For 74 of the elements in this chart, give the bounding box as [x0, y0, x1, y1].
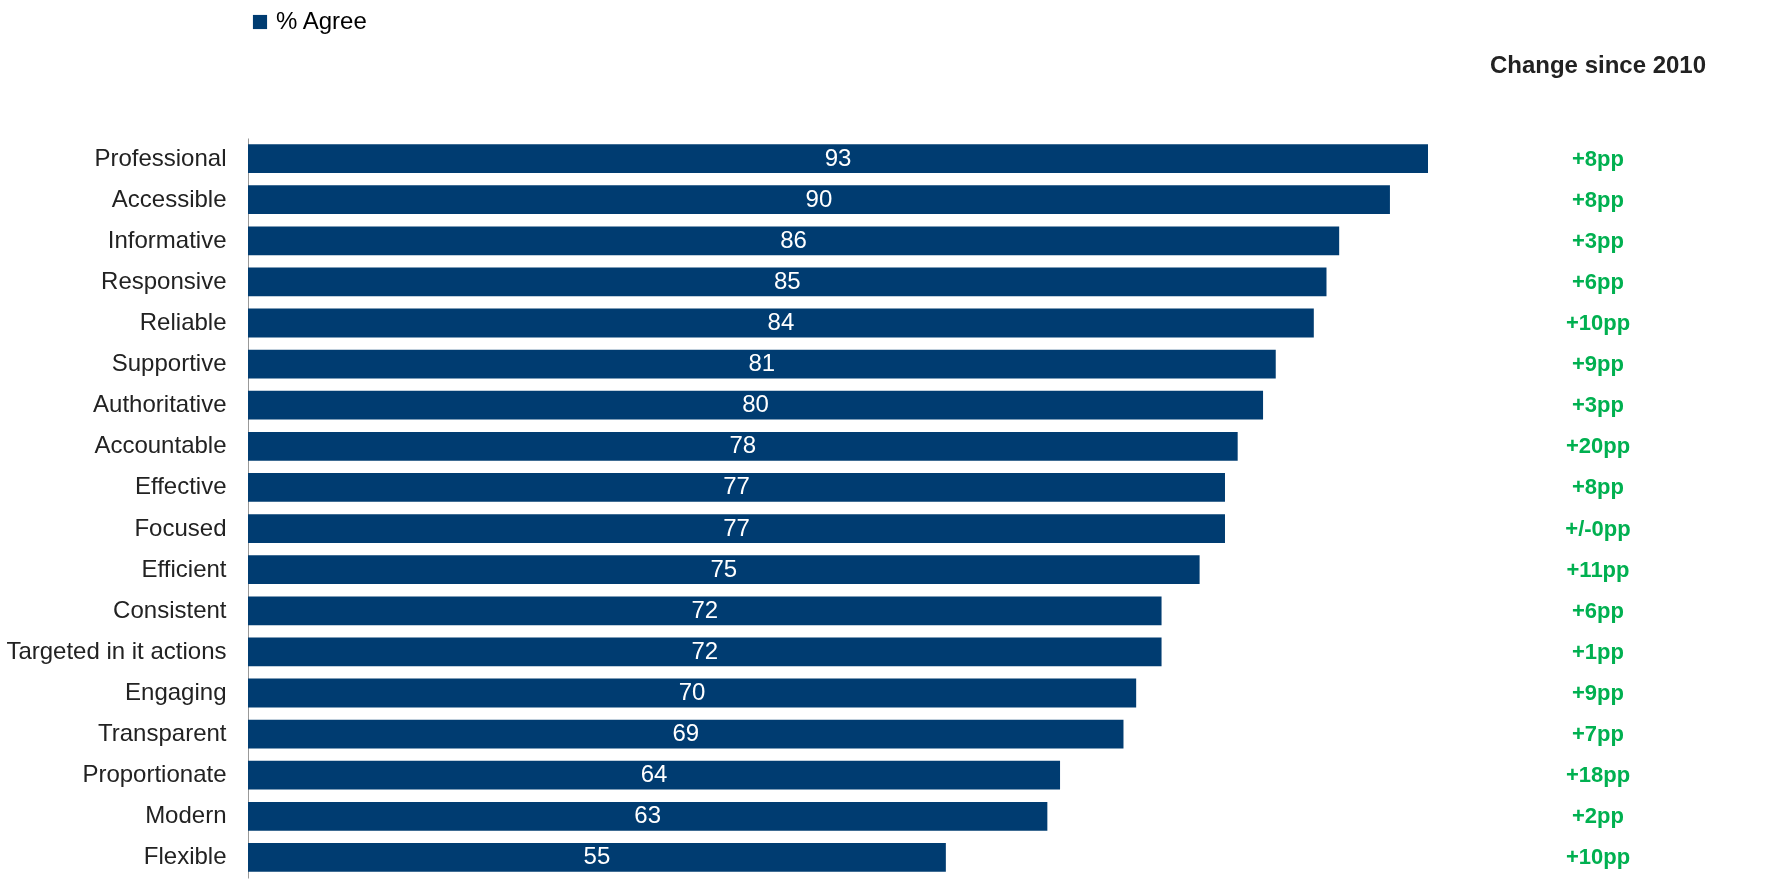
text: +20pp: [1565, 433, 1631, 459]
data-label: 72: [691, 595, 719, 623]
bar: [248, 390, 1264, 420]
text: +8pp: [1572, 186, 1624, 212]
y-tick-label: Responsive: [101, 266, 227, 294]
text: +3pp: [1572, 227, 1624, 253]
y-tick-label: Transparent: [97, 719, 227, 747]
bar: [248, 431, 1238, 461]
bar: [248, 185, 1390, 215]
bar: [248, 349, 1276, 379]
data-label: 69: [672, 719, 700, 747]
y-tick-label: Effective: [134, 472, 227, 500]
text: +/-0pp: [1565, 515, 1631, 541]
bar: [248, 843, 946, 872]
bar: [248, 555, 1200, 585]
bar: [248, 473, 1225, 502]
data-label: 93: [824, 143, 852, 171]
y-tick-label: Targeted in it actions: [6, 636, 227, 664]
y-tick-label: Reliable: [139, 308, 227, 335]
data-label: 75: [710, 554, 738, 582]
y-tick-label: Modern: [145, 801, 227, 829]
data-label: 78: [729, 431, 757, 459]
y-tick-label: Flexible: [143, 842, 227, 870]
text: +8pp: [1572, 474, 1624, 500]
text: +7pp: [1572, 721, 1624, 747]
text: +10pp: [1565, 844, 1631, 870]
bar: [248, 596, 1162, 626]
text: +10pp: [1565, 310, 1631, 335]
text: +18pp: [1565, 762, 1631, 788]
bar: [248, 308, 1314, 338]
text: +11pp: [1566, 556, 1630, 582]
data-label: 90: [805, 184, 833, 212]
data-label: 63: [634, 801, 662, 829]
text: +1pp: [1572, 638, 1624, 664]
bar: [248, 267, 1327, 297]
bar: [248, 514, 1225, 543]
data-label: 80: [742, 390, 769, 418]
data-label: 81: [748, 349, 776, 377]
data-label: 64: [640, 760, 668, 788]
data-label: 84: [767, 308, 795, 335]
y-tick-label: Consistent: [113, 595, 227, 623]
y-tick-label: Professional: [94, 143, 227, 171]
y-tick-label: Engaging: [125, 678, 227, 705]
bar: [248, 226, 1340, 256]
text: +3pp: [1572, 392, 1624, 418]
text: +9pp: [1572, 680, 1624, 705]
data-label: 70: [678, 678, 706, 705]
text: +6pp: [1572, 268, 1624, 294]
y-tick-label: Efficient: [141, 554, 227, 582]
text: +8pp: [1572, 145, 1624, 171]
bar: [248, 144, 1428, 173]
bar: [248, 760, 1061, 790]
data-label: 55: [583, 842, 611, 870]
data-label: 77: [723, 513, 750, 541]
bar: [248, 637, 1162, 667]
y-tick-label: Informative: [107, 225, 227, 253]
text: +2pp: [1572, 803, 1624, 829]
data-label: 77: [723, 472, 750, 500]
bar: [248, 678, 1137, 708]
text: +6pp: [1572, 597, 1624, 623]
data-label: 86: [780, 225, 807, 253]
bar: [248, 719, 1124, 749]
legend-label: % Agree: [276, 7, 367, 34]
data-label: 85: [773, 266, 801, 294]
text: +9pp: [1572, 351, 1624, 377]
y-tick-label: Supportive: [111, 349, 227, 377]
y-tick-label: Accountable: [94, 431, 227, 459]
bar: [248, 801, 1048, 831]
data-label: 72: [691, 636, 719, 664]
y-tick-label: Focused: [134, 513, 227, 541]
y-tick-label: Authoritative: [93, 390, 227, 418]
y-tick-label: Proportionate: [82, 760, 227, 788]
text: Change since 2010: [1489, 51, 1707, 78]
y-tick-label: Accessible: [111, 184, 227, 212]
